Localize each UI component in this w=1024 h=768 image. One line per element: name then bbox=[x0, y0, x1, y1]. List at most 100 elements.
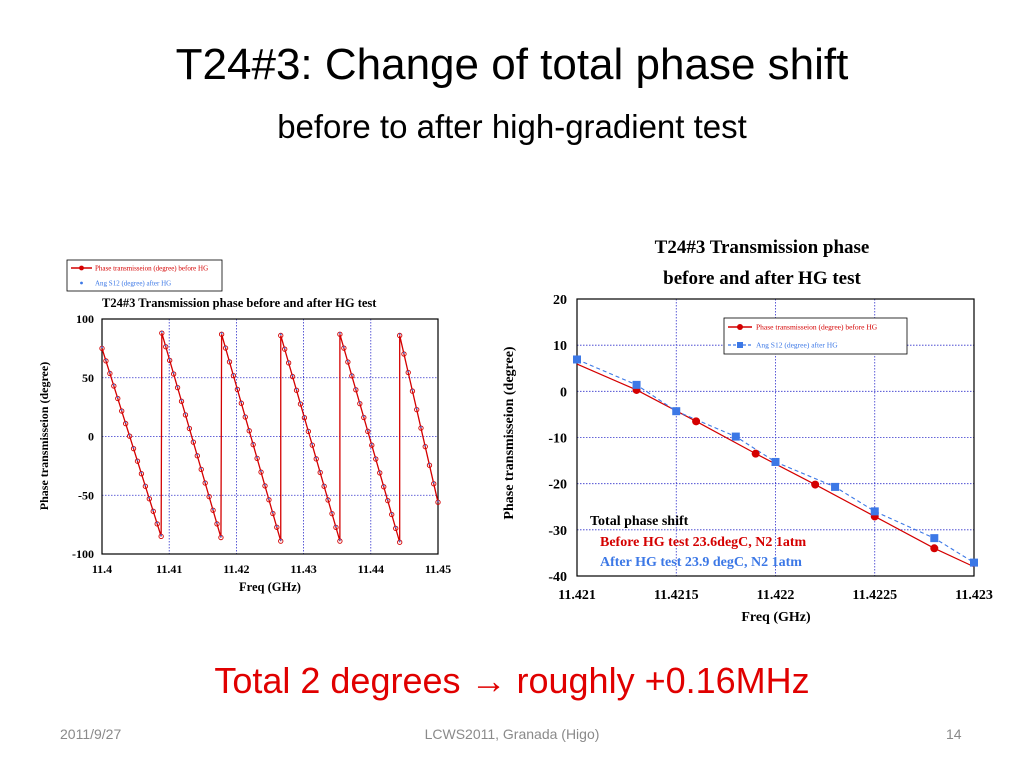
left-after-point bbox=[354, 387, 357, 390]
left-after-point bbox=[244, 414, 247, 417]
left-before-point bbox=[202, 480, 208, 486]
left-after-point bbox=[366, 429, 369, 432]
left-legend-box bbox=[66, 259, 223, 292]
left-after-point bbox=[287, 360, 290, 363]
left-before-point bbox=[178, 398, 185, 404]
left-before-point bbox=[414, 406, 420, 413]
right-after-point bbox=[731, 432, 740, 441]
left-after-point bbox=[424, 444, 427, 447]
left-before-point bbox=[194, 453, 200, 459]
left-before-point bbox=[325, 497, 331, 503]
left-after-point bbox=[275, 525, 278, 528]
right-x-tick-label: 11.422 bbox=[757, 588, 795, 603]
right-legend-box bbox=[723, 317, 908, 355]
left-before-point bbox=[218, 331, 225, 337]
left-after-point bbox=[338, 332, 341, 334]
left-after-point bbox=[184, 412, 187, 415]
left-before-point bbox=[377, 470, 383, 476]
left-before-point bbox=[174, 384, 181, 391]
left-after-point bbox=[315, 456, 318, 459]
left-before-point bbox=[198, 466, 204, 473]
left-after-point bbox=[156, 521, 159, 524]
right-x-tick-label: 11.423 bbox=[955, 588, 993, 603]
left-before-point bbox=[389, 511, 395, 518]
right-after-point bbox=[771, 457, 780, 466]
left-after-point bbox=[307, 429, 310, 432]
right-y-tick-labels: 20 10 0 -10 -20 -30 -40 bbox=[548, 293, 567, 585]
left-after-point bbox=[390, 512, 393, 515]
left-before-point bbox=[214, 521, 220, 527]
summary-note-text-2: roughly +0.16MHz bbox=[506, 660, 810, 701]
left-before-point bbox=[309, 442, 315, 448]
left-y-tick-labels: 100 50 0 -50 -100 bbox=[72, 312, 94, 561]
right-before-point bbox=[811, 480, 820, 489]
left-after-point bbox=[338, 539, 341, 541]
right-after-point bbox=[672, 407, 681, 416]
left-after-point bbox=[160, 534, 163, 537]
right-legend-before-marker bbox=[737, 324, 743, 330]
left-before-point bbox=[285, 360, 292, 366]
left-after-point bbox=[164, 344, 167, 347]
left-before-point bbox=[262, 483, 268, 489]
right-chart: T24#3 Transmission phase before and afte… bbox=[502, 237, 993, 625]
left-after-point bbox=[152, 509, 155, 512]
left-before-point bbox=[158, 533, 164, 540]
left-before-point bbox=[426, 462, 433, 468]
left-y-axis-label: Phase transmisseion (degree) bbox=[37, 362, 51, 510]
left-after-point bbox=[415, 407, 418, 410]
left-after-point bbox=[196, 453, 199, 456]
left-before-point bbox=[258, 469, 264, 475]
left-before-point bbox=[289, 373, 296, 380]
left-before-point bbox=[138, 471, 145, 477]
left-after-point bbox=[172, 371, 175, 374]
left-after-point bbox=[319, 470, 322, 473]
left-after-point bbox=[168, 358, 171, 361]
left-before-point bbox=[329, 511, 335, 517]
left-after-point bbox=[160, 331, 163, 333]
right-y-axis-label: Phase transmisseion (degree) bbox=[502, 346, 517, 519]
left-before-point bbox=[278, 538, 284, 544]
right-y-tick-label: 20 bbox=[553, 293, 567, 308]
left-before-point bbox=[238, 400, 244, 406]
left-before-point bbox=[337, 538, 343, 544]
left-after-point bbox=[136, 459, 139, 461]
left-before-point bbox=[222, 345, 229, 351]
left-x-tick-label: 11.43 bbox=[290, 562, 316, 576]
left-after-point bbox=[358, 401, 361, 404]
left-after-point bbox=[216, 521, 218, 524]
left-after-point bbox=[382, 484, 385, 487]
left-before-point bbox=[341, 345, 347, 351]
left-chart-title: T24#3 Transmission phase before and afte… bbox=[102, 296, 377, 310]
left-after-point bbox=[411, 388, 414, 391]
left-before-point bbox=[190, 439, 196, 445]
left-after-point bbox=[432, 481, 435, 484]
left-after-point bbox=[271, 511, 274, 514]
left-before-point bbox=[313, 456, 319, 462]
left-before-point bbox=[130, 445, 137, 452]
left-y-tick-label: 50 bbox=[82, 371, 94, 385]
left-before-point bbox=[293, 387, 300, 393]
left-after-point bbox=[403, 351, 405, 354]
left-after-point bbox=[342, 346, 345, 348]
left-legend-after-marker bbox=[80, 281, 83, 285]
footer-center: LCWS2011, Granada (Higo) bbox=[424, 726, 600, 742]
right-y-tick-label: 10 bbox=[553, 339, 567, 354]
left-legend-before-label: Phase transmisseion (degree) before HG bbox=[95, 265, 208, 273]
left-before-point bbox=[234, 386, 241, 393]
left-x-tick-label: 11.4 bbox=[92, 562, 112, 576]
right-legend-after-marker bbox=[737, 342, 743, 348]
left-after-point bbox=[362, 415, 365, 418]
left-after-point bbox=[378, 470, 381, 473]
right-annotation-total: Total phase shift bbox=[590, 514, 689, 529]
left-before-point bbox=[246, 428, 252, 434]
left-after-point bbox=[200, 467, 203, 470]
right-series bbox=[573, 355, 978, 568]
left-before-point bbox=[422, 444, 428, 450]
left-after-point bbox=[232, 373, 235, 376]
left-after-point bbox=[252, 442, 255, 445]
left-before-point bbox=[186, 425, 193, 432]
left-after-point bbox=[279, 539, 282, 541]
left-after-point bbox=[335, 525, 337, 528]
left-chart: Phase transmisseion (degree) before HG A… bbox=[37, 259, 451, 594]
